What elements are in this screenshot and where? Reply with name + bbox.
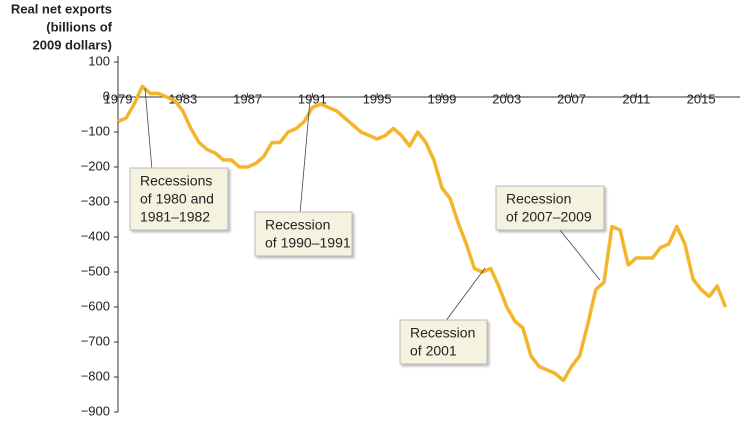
- x-tick-label: 2007: [557, 91, 586, 106]
- annotation-text: Recession: [265, 217, 330, 233]
- y-axis-label: 2009 dollars): [33, 37, 113, 52]
- x-tick-label: 1995: [363, 91, 392, 106]
- annotation-text: Recession: [410, 325, 475, 341]
- y-axis-label: (billions of: [46, 19, 112, 34]
- y-tick-label: −400: [81, 228, 110, 243]
- annotation-text: of 2007–2009: [506, 209, 592, 225]
- annotation-text: of 1980 and: [140, 191, 214, 207]
- y-tick-label: −900: [81, 403, 110, 418]
- x-tick-label: 2003: [492, 91, 521, 106]
- leader-line: [559, 229, 601, 281]
- annotation-box: [495, 185, 605, 231]
- y-tick-label: −100: [81, 123, 110, 138]
- annotation-text: Recessions: [140, 173, 212, 189]
- y-tick-label: −200: [81, 158, 110, 173]
- annotation-box: [129, 167, 229, 231]
- y-tick-label: 100: [88, 53, 110, 68]
- y-tick-label: −700: [81, 333, 110, 348]
- x-tick-label: 1999: [427, 91, 456, 106]
- leader-line: [144, 87, 153, 171]
- x-tick-label: 1987: [233, 91, 262, 106]
- annotation-box: [254, 211, 353, 257]
- annotation-text: of 1990–1991: [265, 235, 351, 251]
- x-tick-label: 1979: [104, 91, 133, 106]
- leader-line: [299, 99, 311, 215]
- annotation-text: 1981–1982: [140, 209, 210, 225]
- annotation-box: [399, 319, 488, 365]
- y-axis-label: Real net exports: [11, 1, 112, 16]
- y-tick-label: −300: [81, 193, 110, 208]
- y-tick-label: −600: [81, 298, 110, 313]
- leader-line: [444, 267, 486, 323]
- x-tick-label: 2015: [687, 91, 716, 106]
- annotation-text: Recession: [506, 191, 571, 207]
- y-tick-label: −800: [81, 368, 110, 383]
- y-tick-label: 0: [103, 88, 110, 103]
- y-tick-label: −500: [81, 263, 110, 278]
- data-line: [117, 84, 728, 383]
- annotation-text: of 2001: [410, 343, 457, 359]
- x-tick-label: 2011: [622, 91, 650, 106]
